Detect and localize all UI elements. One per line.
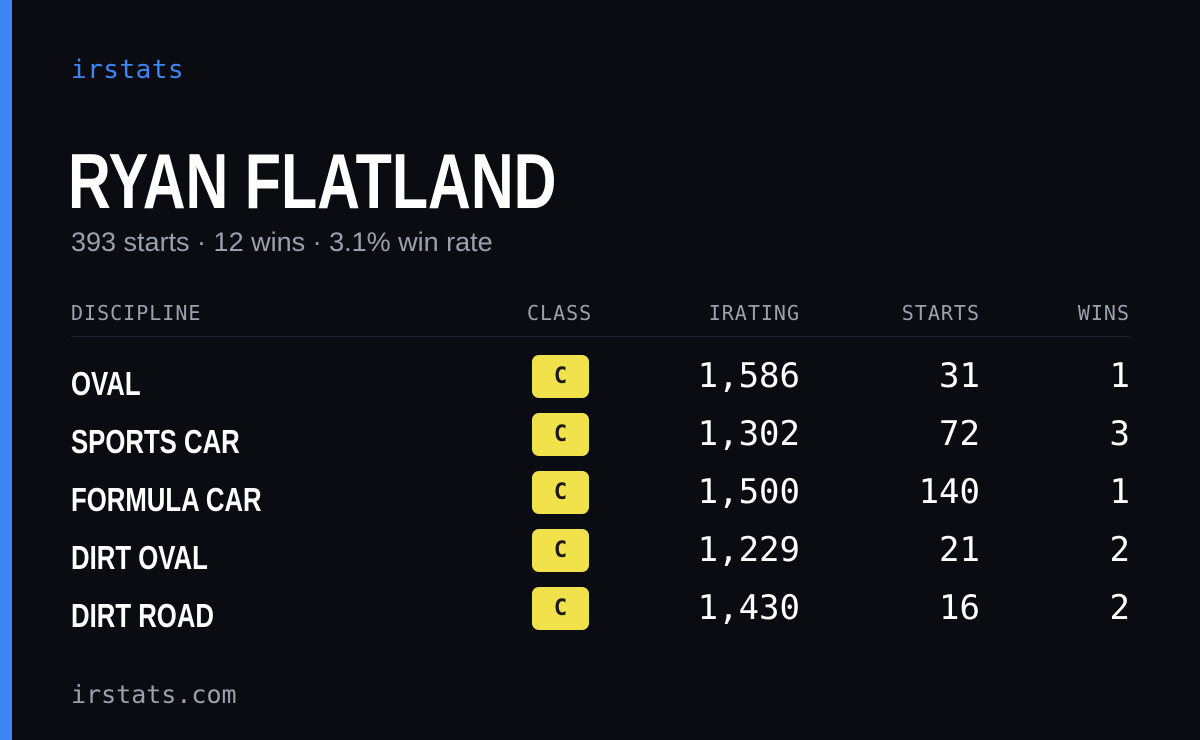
starts-value: 16 <box>939 588 980 628</box>
wins-value: 1 <box>1109 356 1130 396</box>
discipline-name: FORMULA CAR <box>71 481 262 518</box>
wins-value: 2 <box>1109 588 1130 628</box>
discipline-name: OVAL <box>71 365 141 402</box>
brand-logo-text: irstats <box>71 55 185 85</box>
header-class: CLASS <box>527 301 593 325</box>
stats-table: DISCIPLINE CLASS IRATING STARTS WINS OVA… <box>71 298 1130 642</box>
class-badge: C <box>532 355 589 398</box>
table-body: OVAL C 1,586 31 1 SPORTS CAR C 1,302 72 … <box>71 352 1130 642</box>
irating-value: 1,430 <box>697 588 800 628</box>
accent-bar <box>0 0 12 740</box>
table-row: DIRT OVAL C 1,229 21 2 <box>71 526 1130 584</box>
irating-value: 1,586 <box>697 356 800 396</box>
starts-value: 21 <box>939 530 980 570</box>
discipline-name: DIRT ROAD <box>71 597 214 634</box>
header-discipline: DISCIPLINE <box>71 301 202 325</box>
footer-domain: irstats.com <box>71 680 237 709</box>
class-badge: C <box>532 529 589 572</box>
table-header: DISCIPLINE CLASS IRATING STARTS WINS <box>71 298 1130 337</box>
starts-value: 31 <box>939 356 980 396</box>
table-row: OVAL C 1,586 31 1 <box>71 352 1130 410</box>
discipline-name: SPORTS CAR <box>71 423 240 460</box>
discipline-name: DIRT OVAL <box>71 539 208 576</box>
class-badge: C <box>532 471 589 514</box>
table-row: SPORTS CAR C 1,302 72 3 <box>71 410 1130 468</box>
starts-value: 72 <box>939 414 980 454</box>
irating-value: 1,500 <box>697 472 800 512</box>
class-badge: C <box>532 587 589 630</box>
table-row: FORMULA CAR C 1,500 140 1 <box>71 468 1130 526</box>
header-irating: IRATING <box>708 301 800 325</box>
irating-value: 1,229 <box>697 530 800 570</box>
class-badge: C <box>532 413 589 456</box>
irating-value: 1,302 <box>697 414 800 454</box>
driver-summary: 393 starts · 12 wins · 3.1% win rate <box>71 227 493 257</box>
wins-value: 3 <box>1109 414 1130 454</box>
wins-value: 2 <box>1109 530 1130 570</box>
driver-name: RYAN FLATLAND <box>68 137 557 225</box>
table-row: DIRT ROAD C 1,430 16 2 <box>71 584 1130 642</box>
starts-value: 140 <box>918 472 980 512</box>
header-wins: WINS <box>1077 301 1130 325</box>
header-starts: STARTS <box>901 301 980 325</box>
wins-value: 1 <box>1109 472 1130 512</box>
